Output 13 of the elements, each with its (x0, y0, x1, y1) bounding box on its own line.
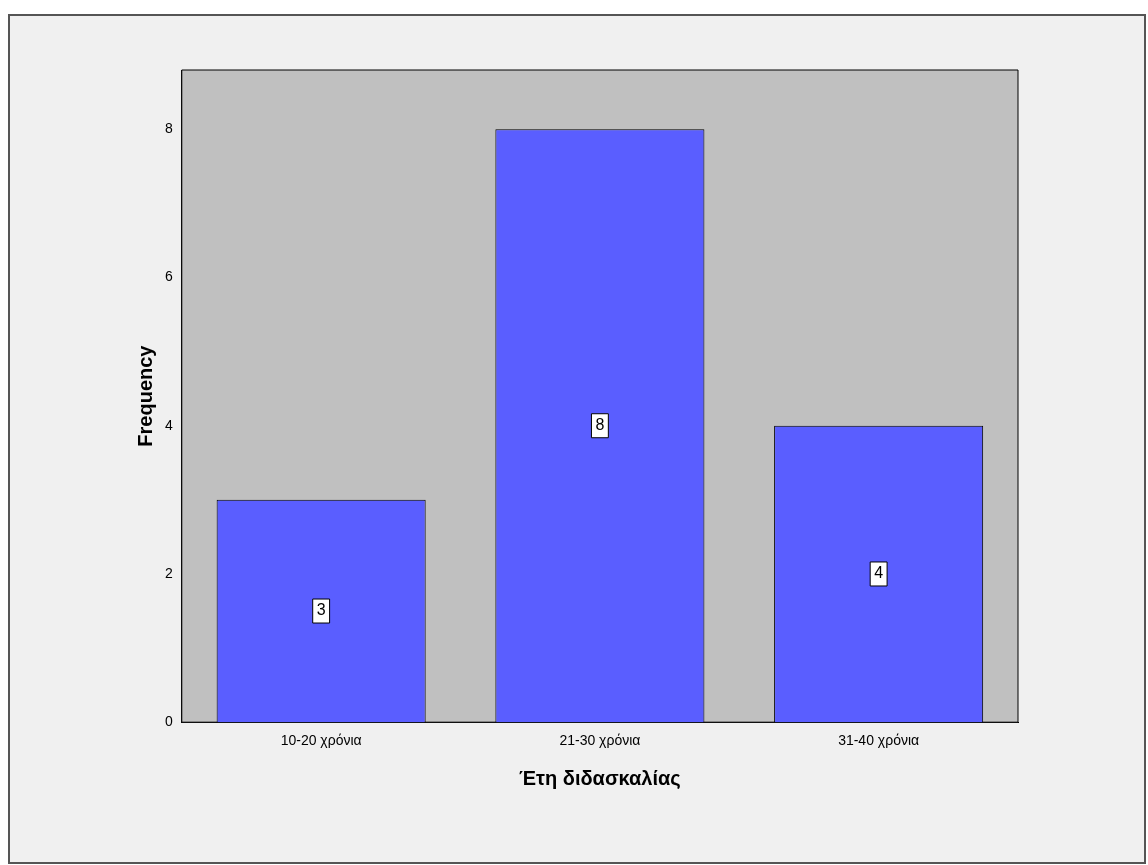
y-tick-label: 2 (164, 564, 173, 581)
x-tick-label: 31-40 χρόνια (838, 732, 920, 749)
x-tick-label: 21-30 χρόνια (559, 732, 641, 749)
x-tick-label: 10-20 χρόνια (280, 732, 362, 749)
y-tick-label: 6 (164, 268, 173, 285)
y-axis-title: Frequency (133, 344, 156, 447)
data-label: 3 (316, 601, 326, 619)
y-tick-label: 4 (164, 416, 173, 433)
data-label: 8 (595, 416, 605, 434)
x-axis-title: Έτη διδασκαλίας (519, 766, 681, 789)
data-label: 4 (874, 564, 884, 582)
y-tick-label: 0 (164, 713, 173, 730)
y-tick-label: 8 (164, 120, 173, 137)
